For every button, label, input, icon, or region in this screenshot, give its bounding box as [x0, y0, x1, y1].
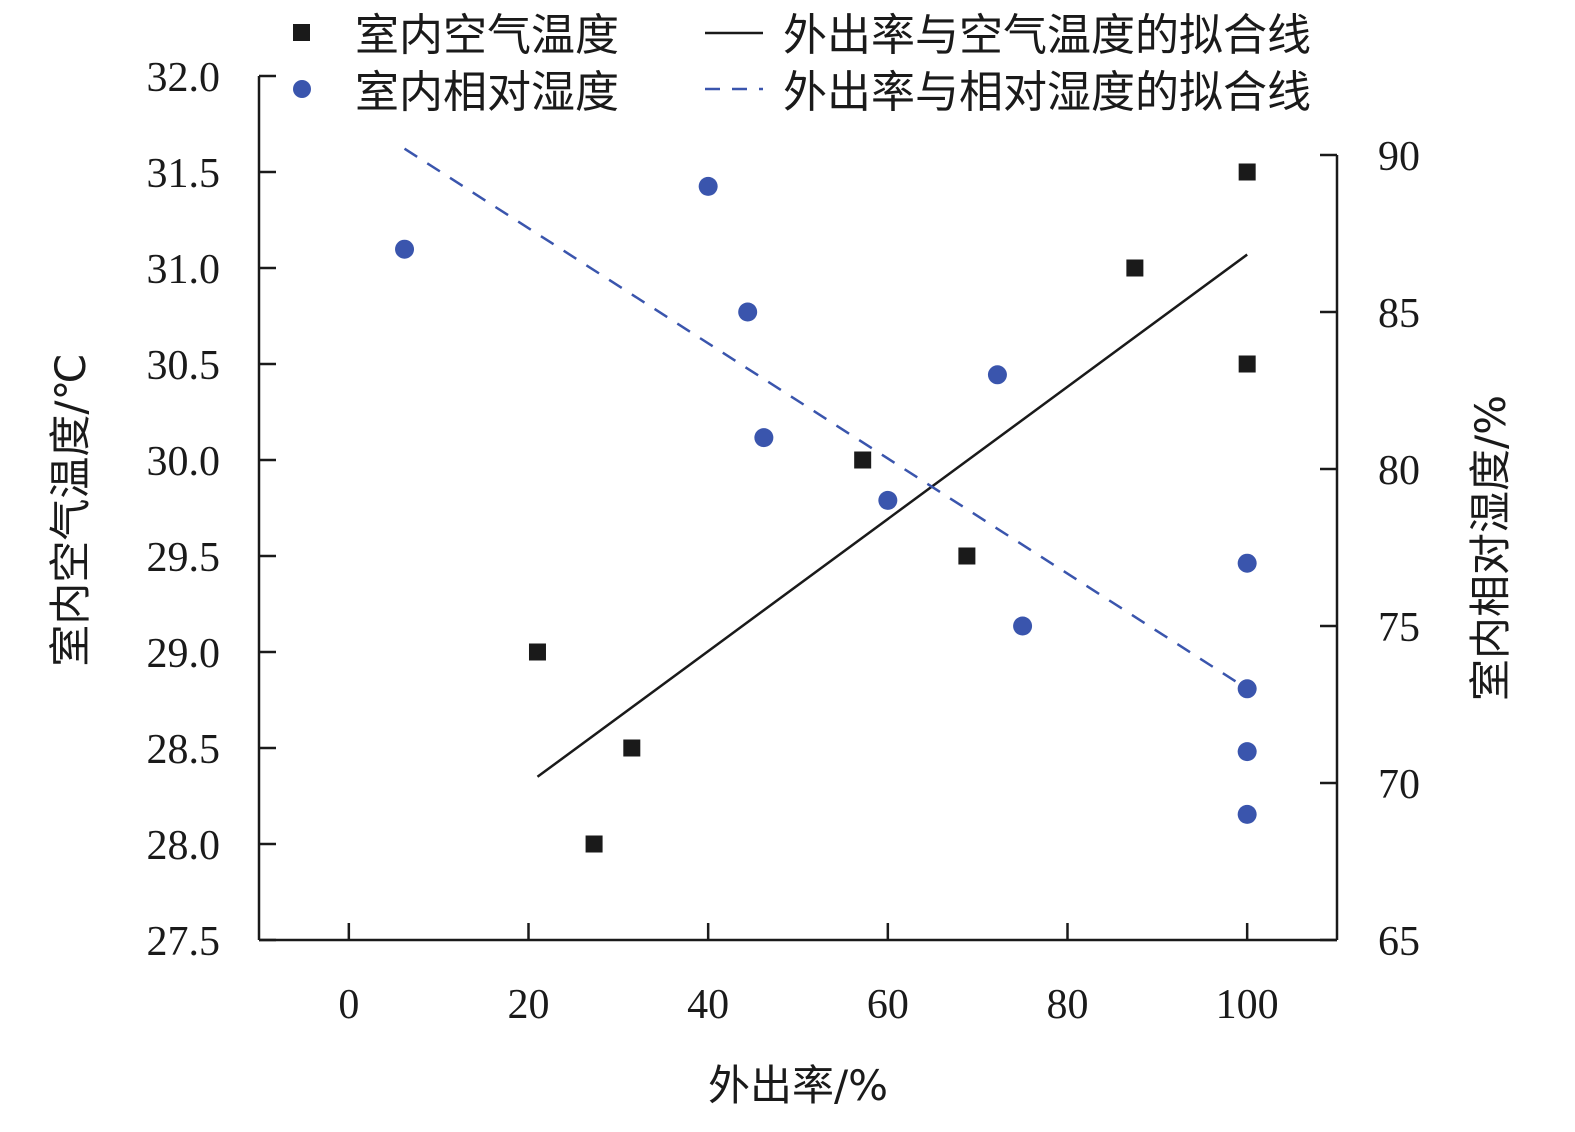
left-y-tick-label: 31.0 [147, 247, 221, 293]
right-y-tick-label: 65 [1378, 919, 1420, 965]
temperature-fit-line [536, 253, 1248, 778]
left-y-ticks: 27.5 28.0 28.5 29.0 29.5 30.0 30.5 31.0 31.5 32.0 [147, 55, 276, 965]
humidity-point [1237, 804, 1257, 824]
left-y-tick-label: 29.0 [147, 631, 221, 677]
legend-label-temperature-fit: 外出率与空气温度的拟合线 [783, 10, 1311, 61]
x-axis-label: 外出率/% [708, 1061, 888, 1110]
humidity-point [395, 239, 415, 259]
right-y-tick-label: 90 [1378, 134, 1420, 180]
right-y-tick-label: 85 [1378, 291, 1420, 337]
left-y-tick-label: 28.0 [147, 823, 221, 869]
humidity-point [754, 428, 774, 448]
humidity-point [1237, 679, 1257, 699]
temperature-point [1126, 259, 1144, 277]
legend-marker-temperature [293, 24, 310, 41]
left-y-tick-label: 31.5 [147, 151, 221, 197]
temperature-point [1238, 163, 1256, 181]
left-y-tick-label: 30.5 [147, 343, 221, 389]
right-y-axis-label: 室内相对湿度/% [1466, 395, 1515, 701]
left-y-tick-label: 27.5 [147, 919, 221, 965]
x-tick-label: 0 [338, 982, 359, 1028]
temperature-point [585, 835, 603, 853]
right-y-tick-label: 70 [1378, 762, 1420, 808]
x-tick-label: 80 [1047, 982, 1089, 1028]
left-y-tick-label: 29.5 [147, 535, 221, 581]
left-y-tick-label: 32.0 [147, 55, 221, 101]
right-y-ticks: 65 70 75 80 85 90 [1320, 134, 1420, 965]
temperature-point [958, 547, 976, 565]
x-tick-label: 20 [508, 982, 550, 1028]
fit-lines [403, 147, 1248, 778]
temperature-point [1238, 355, 1256, 373]
left-y-tick-label: 28.5 [147, 727, 221, 773]
humidity-fit-line [403, 147, 1248, 690]
left-y-axis-label: 室内空气温度/℃ [46, 353, 95, 666]
humidity-point [1237, 553, 1257, 573]
temperature-point [854, 451, 872, 469]
temperature-point [528, 643, 546, 661]
humidity-point [738, 302, 758, 322]
right-y-tick-label: 80 [1378, 448, 1420, 494]
legend-label-humidity: 室内相对湿度 [355, 67, 619, 118]
axes [257, 76, 1339, 942]
humidity-point [1013, 616, 1033, 636]
x-tick-label: 100 [1216, 982, 1279, 1028]
legend-label-temperature: 室内空气温度 [355, 10, 619, 61]
legend-label-humidity-fit: 外出率与相对湿度的拟合线 [783, 67, 1311, 118]
humidity-point [1237, 742, 1257, 762]
legend: 室内空气温度 外出率与空气温度的拟合线 室内相对湿度 外出率与相对湿度的拟合线 [293, 10, 1311, 118]
x-tick-label: 60 [867, 982, 909, 1028]
x-ticks: 0 20 40 60 80 100 [338, 923, 1279, 1028]
markers [395, 163, 1257, 853]
temperature-point [623, 739, 641, 757]
right-y-tick-label: 75 [1378, 605, 1420, 651]
x-tick-label: 40 [687, 982, 729, 1028]
humidity-point [987, 365, 1007, 385]
left-y-tick-label: 30.0 [147, 439, 221, 485]
legend-marker-humidity [293, 80, 311, 98]
humidity-point [878, 490, 898, 510]
humidity-point [698, 176, 718, 196]
